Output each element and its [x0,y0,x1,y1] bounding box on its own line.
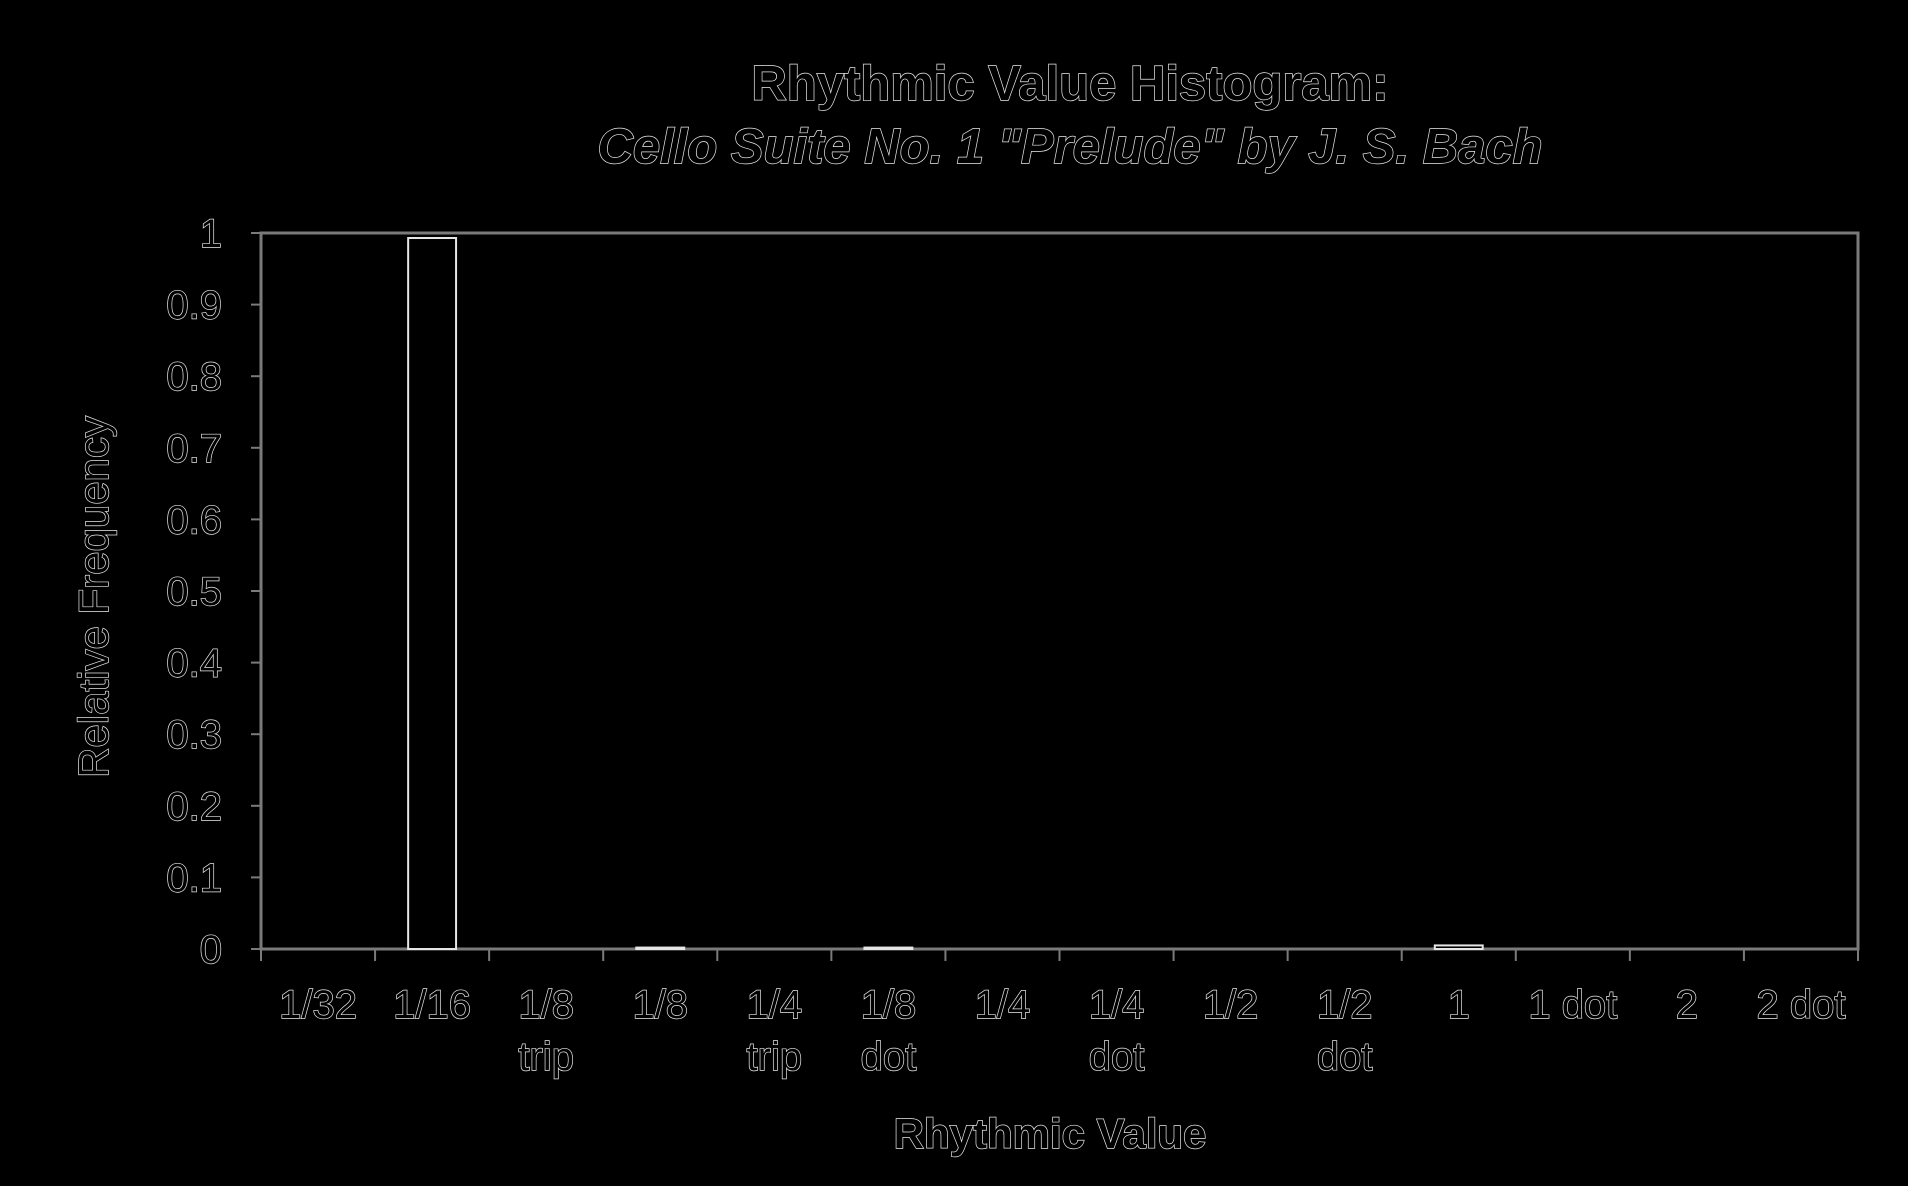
y-tick-label: 0 [200,928,222,972]
x-tick-label: dot [861,1035,917,1079]
x-tick-label: trip [518,1035,574,1079]
x-tick-label: 1/16 [393,983,471,1027]
y-tick-label: 0.8 [166,355,222,399]
bar [635,946,686,950]
y-tick-label: 0.3 [166,713,222,757]
plot-area [259,231,1860,951]
x-tick-label: 1/2 [1317,983,1373,1027]
x-tick-label: 2 dot [1756,983,1845,1027]
x-axis-title: Rhythmic Value [894,1110,1207,1157]
chart-subtitle: Cello Suite No. 1 "Prelude" by J. S. Bac… [597,120,1542,174]
y-tick-label: 0.9 [166,284,222,328]
x-axis: 1/32 1/16 1/8 trip 1/8 1/4 trip 1/8 dot 1/4 1/4 dot… [260,949,1859,1080]
y-tick-label: 0.6 [166,498,222,542]
bar [863,946,914,950]
y-tick-label: 0.5 [166,570,222,614]
x-tick-label: 1/4 [1089,983,1145,1027]
x-tick-label: 1 dot [1528,983,1617,1027]
x-tick-label: 1/8 [632,983,688,1027]
x-tick-label: 1/4 [747,983,803,1027]
y-tick-label: 0.4 [166,642,222,686]
y-axis-title: Relative Frequency [70,416,117,778]
y-tick-label: 0.7 [166,427,222,471]
x-tick-label: dot [1089,1035,1145,1079]
x-tick-label: trip [747,1035,803,1079]
x-tick-label: 1/32 [279,983,357,1027]
x-tick-label: 1/2 [1203,983,1259,1027]
y-tick-label: 0.1 [166,856,222,900]
bar [407,237,458,950]
chart-title: Rhythmic Value Histogram: [751,57,1388,111]
x-tick-label: 2 [1676,983,1698,1027]
x-tick-label: 1/8 [861,983,917,1027]
y-tick-label: 0.2 [166,785,222,829]
bar [1433,944,1484,950]
y-tick-label: 1 [200,212,222,256]
y-axis: 0 0.1 0.2 0.3 0.4 0.5 0.6 0.7 0.8 0.9 1 [166,211,261,973]
x-tick-label: dot [1317,1035,1373,1079]
x-tick-label: 1/8 [518,983,574,1027]
bars [294,237,1825,950]
x-tick-label: 1/4 [975,983,1031,1027]
x-tick-label: 1 [1448,983,1470,1027]
